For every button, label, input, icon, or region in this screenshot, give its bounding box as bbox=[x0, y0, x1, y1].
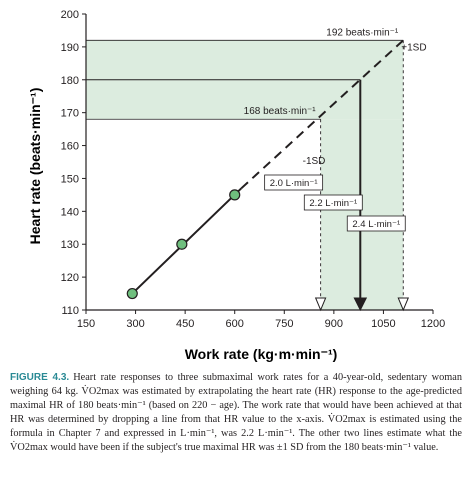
y-tick-label: 190 bbox=[61, 42, 79, 54]
sd-label: +1SD bbox=[401, 42, 426, 53]
x-axis-label: Work rate (kg·m·min⁻¹) bbox=[185, 346, 338, 362]
data-series bbox=[126, 189, 241, 300]
x-tick-label: 900 bbox=[325, 318, 343, 330]
sd-label: -1SD bbox=[303, 156, 326, 167]
hr-label: 192 beats·min⁻¹ bbox=[326, 27, 399, 38]
x-tick-label: 150 bbox=[77, 318, 95, 330]
axes: 110 120 130 140 150 160 170 180 190 200 150 300 450 6… bbox=[61, 9, 446, 330]
data-point bbox=[176, 238, 188, 250]
x-tick-label: 1050 bbox=[371, 318, 395, 330]
x-tick-label: 1200 bbox=[421, 318, 445, 330]
vo2-box-frame bbox=[303, 194, 363, 211]
vo2-label-box: 2.4 L·min⁻¹ bbox=[346, 215, 406, 232]
chart: 110 120 130 140 150 160 170 180 190 200 150 300 450 6… bbox=[27, 9, 446, 362]
y-tick-label: 120 bbox=[61, 272, 79, 284]
x-tick-label: 300 bbox=[126, 318, 144, 330]
figure-caption: FIGURE 4.3. Heart rate responses to three… bbox=[10, 371, 462, 455]
fit-line bbox=[131, 187, 243, 295]
data-point bbox=[229, 189, 241, 201]
y-tick-label: 180 bbox=[61, 75, 79, 87]
caption-label: FIGURE 4.3. bbox=[10, 372, 70, 383]
y-tick-label: 170 bbox=[61, 108, 79, 120]
annotations: 192 beats·min⁻¹+1SD 2.4 L·min⁻¹ 2.2 L·min⁻… bbox=[244, 27, 427, 232]
y-tick-label: 150 bbox=[61, 173, 79, 185]
arrowhead bbox=[397, 297, 410, 312]
caption-text: Heart rate responses to three submaximal… bbox=[10, 372, 462, 453]
shaded-band bbox=[86, 40, 404, 310]
vo2-box-frame bbox=[346, 215, 406, 232]
y-axis-label: Heart rate (beats·min⁻¹) bbox=[27, 88, 43, 245]
arrowhead bbox=[353, 297, 368, 312]
reference-lines bbox=[86, 39, 410, 312]
x-tick-label: 600 bbox=[226, 318, 244, 330]
shade-vertical bbox=[320, 119, 404, 310]
x-tick-label: 750 bbox=[275, 318, 293, 330]
data-point bbox=[126, 287, 138, 300]
y-tick-label: 130 bbox=[61, 239, 79, 251]
y-tick-label: 200 bbox=[61, 9, 79, 21]
vo2-label: 2.2 L·min⁻¹ bbox=[309, 198, 357, 209]
y-tick-label: 160 bbox=[61, 141, 79, 153]
hr-label: 168 beats·min⁻¹ bbox=[244, 106, 317, 117]
vo2-label-box: 2.0 L·min⁻¹ bbox=[264, 174, 324, 191]
vo2-label: 2.0 L·min⁻¹ bbox=[270, 178, 318, 189]
arrowhead bbox=[314, 297, 327, 312]
vo2-label-box: 2.2 L·min⁻¹ bbox=[303, 194, 363, 211]
y-tick-label: 140 bbox=[61, 206, 79, 218]
y-tick-label: 110 bbox=[61, 305, 79, 317]
vo2-label: 2.4 L·min⁻¹ bbox=[352, 219, 400, 230]
x-tick-label: 450 bbox=[176, 318, 194, 330]
extrapolation-line bbox=[240, 39, 404, 190]
vo2-box-frame bbox=[264, 174, 324, 191]
